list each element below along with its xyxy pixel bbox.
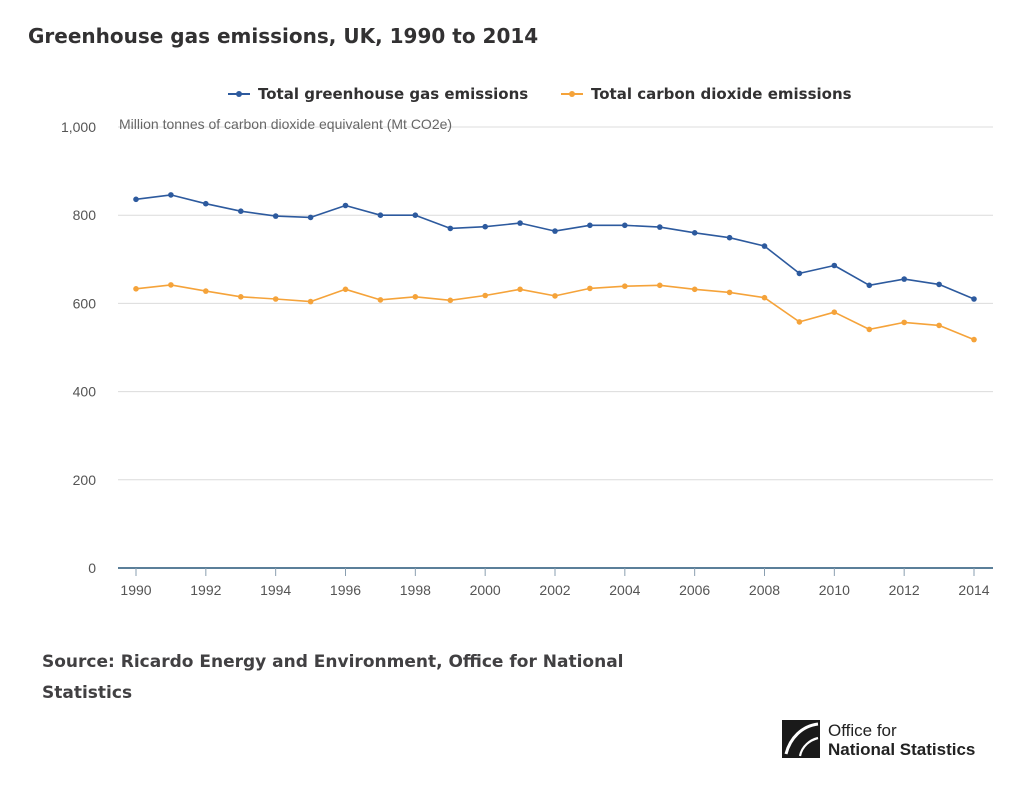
data-point-1 xyxy=(761,294,768,301)
data-point-0 xyxy=(866,282,873,289)
x-tick-label: 1998 xyxy=(400,582,431,598)
data-point-1 xyxy=(168,282,174,288)
data-point-0 xyxy=(272,213,279,219)
data-point-0 xyxy=(622,222,628,229)
data-point-0 xyxy=(482,223,489,230)
legend-swatch-greenhouse-gas xyxy=(228,88,250,100)
data-point-0 xyxy=(587,222,593,229)
data-point-1 xyxy=(657,282,663,289)
data-point-1 xyxy=(377,297,384,303)
data-point-1 xyxy=(412,294,419,300)
data-point-1 xyxy=(866,326,873,333)
x-tick-label: 1990 xyxy=(120,582,151,598)
ons-logo-icon xyxy=(782,720,820,758)
legend-label-greenhouse-gas: Total greenhouse gas emissions xyxy=(258,85,529,103)
data-point-1 xyxy=(482,292,489,299)
data-point-1 xyxy=(901,319,907,326)
x-tick-label: 1996 xyxy=(330,582,361,598)
data-point-0 xyxy=(412,212,419,218)
data-point-0 xyxy=(238,208,244,214)
x-tick-label: 2002 xyxy=(539,582,570,598)
data-point-1 xyxy=(587,285,593,292)
line-chart: 0 200 400 600 800 1,000 1990 1992 1994 1996 1998 20… xyxy=(61,116,993,598)
data-point-1 xyxy=(307,298,314,305)
data-point-1 xyxy=(447,297,454,304)
y-axis-label: Million tonnes of carbon dioxide equival… xyxy=(119,116,452,132)
y-tick-label: 200 xyxy=(73,472,97,488)
data-point-1 xyxy=(831,309,838,316)
data-point-0 xyxy=(726,234,733,241)
data-point-1 xyxy=(796,319,803,325)
data-point-0 xyxy=(203,200,209,207)
data-point-1 xyxy=(622,283,628,290)
data-point-0 xyxy=(901,276,907,282)
legend-item-carbon-dioxide[interactable]: Total carbon dioxide emissions xyxy=(561,82,852,106)
data-point-1 xyxy=(726,289,733,296)
x-tick-label: 1994 xyxy=(260,582,291,598)
x-tick-label: 2000 xyxy=(470,582,501,598)
data-point-1 xyxy=(238,294,244,300)
data-point-1 xyxy=(517,286,523,293)
x-tick-label: 2004 xyxy=(609,582,640,598)
x-tick-label: 2014 xyxy=(958,582,989,598)
data-point-1 xyxy=(203,288,209,294)
data-point-1 xyxy=(552,293,558,299)
logo-line-2: National Statistics xyxy=(828,740,976,759)
legend-item-greenhouse-gas[interactable]: Total greenhouse gas emissions xyxy=(228,82,528,106)
data-point-1 xyxy=(936,322,942,329)
data-point-0 xyxy=(342,202,349,209)
series-line-0 xyxy=(135,194,975,300)
data-point-0 xyxy=(971,296,977,302)
data-point-1 xyxy=(342,286,349,293)
data-point-1 xyxy=(272,296,279,302)
data-point-0 xyxy=(377,212,384,218)
y-tick-label: 600 xyxy=(73,295,97,311)
y-tick-label: 400 xyxy=(73,384,97,400)
y-tick-label: 0 xyxy=(88,560,96,576)
data-point-0 xyxy=(517,220,523,226)
data-point-0 xyxy=(447,225,454,232)
ons-logo: Office for National Statistics xyxy=(782,720,982,762)
chart-legend: Total greenhouse gas emissions Total car… xyxy=(0,82,1024,106)
logo-line-1: Office for xyxy=(828,721,897,740)
data-point-0 xyxy=(168,192,174,198)
data-point-0 xyxy=(936,281,942,288)
chart-title: Greenhouse gas emissions, UK, 1990 to 20… xyxy=(28,24,539,48)
data-point-0 xyxy=(831,262,838,269)
x-tick-label: 2010 xyxy=(819,582,850,598)
x-tick-label: 2006 xyxy=(679,582,710,598)
data-point-0 xyxy=(552,228,558,234)
data-point-1 xyxy=(691,286,698,293)
data-point-1 xyxy=(133,286,139,292)
x-tick-label: 1992 xyxy=(190,582,221,598)
data-point-0 xyxy=(657,224,663,230)
x-tick-label: 2012 xyxy=(889,582,920,598)
legend-swatch-carbon-dioxide xyxy=(561,88,583,100)
x-tick-label: 2008 xyxy=(749,582,780,598)
data-point-0 xyxy=(796,270,803,277)
data-point-0 xyxy=(133,196,139,203)
y-tick-label: 1,000 xyxy=(61,119,96,135)
data-point-0 xyxy=(761,243,768,249)
data-point-1 xyxy=(971,336,977,343)
legend-label-carbon-dioxide: Total carbon dioxide emissions xyxy=(591,85,852,103)
source-note: Source: Ricardo Energy and Environment, … xyxy=(42,652,624,703)
data-point-0 xyxy=(691,230,698,236)
data-point-0 xyxy=(307,214,314,221)
y-tick-label: 800 xyxy=(73,207,97,223)
